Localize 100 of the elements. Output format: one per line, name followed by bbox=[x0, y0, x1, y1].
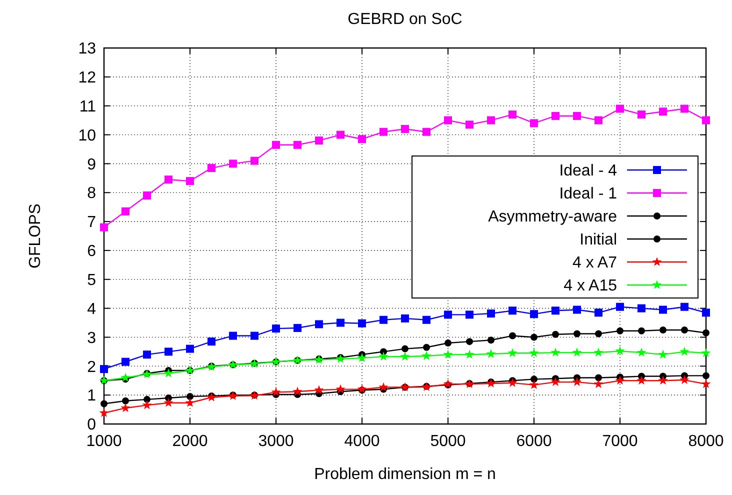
point bbox=[594, 348, 604, 357]
point bbox=[208, 338, 216, 346]
point bbox=[422, 351, 432, 360]
point bbox=[680, 302, 688, 311]
point bbox=[616, 104, 624, 113]
point bbox=[423, 344, 430, 351]
point bbox=[572, 348, 582, 357]
point bbox=[120, 372, 130, 382]
point bbox=[660, 326, 666, 334]
point bbox=[443, 350, 453, 359]
y-axis-title: GFLOPS bbox=[27, 204, 44, 268]
point bbox=[186, 344, 194, 353]
point bbox=[680, 104, 688, 113]
point bbox=[702, 329, 710, 336]
x-tick-label: 2000 bbox=[172, 433, 208, 450]
point bbox=[508, 110, 516, 119]
point bbox=[142, 400, 152, 410]
point bbox=[529, 380, 539, 389]
point bbox=[681, 326, 688, 334]
point bbox=[444, 116, 452, 124]
point bbox=[658, 350, 668, 359]
point bbox=[509, 332, 516, 340]
point bbox=[530, 310, 538, 318]
point bbox=[208, 164, 216, 172]
point bbox=[143, 350, 151, 359]
point bbox=[638, 110, 646, 119]
point bbox=[508, 306, 516, 315]
point bbox=[552, 330, 559, 338]
point bbox=[100, 365, 108, 374]
point bbox=[229, 332, 237, 340]
point bbox=[488, 336, 494, 344]
point bbox=[315, 136, 323, 145]
point bbox=[358, 319, 366, 328]
point bbox=[595, 374, 602, 382]
legend-label: 4 x A7 bbox=[572, 254, 618, 272]
point bbox=[314, 385, 324, 394]
point bbox=[573, 306, 581, 314]
y-tick-label: 7 bbox=[87, 214, 96, 232]
point bbox=[143, 192, 151, 200]
point bbox=[444, 340, 452, 347]
point bbox=[615, 346, 625, 356]
point bbox=[616, 327, 624, 334]
point bbox=[680, 346, 690, 356]
x-tick-label: 7000 bbox=[602, 433, 638, 450]
point bbox=[401, 314, 409, 322]
point bbox=[702, 308, 710, 317]
legend-label: Asymmetry-aware bbox=[488, 208, 618, 226]
point bbox=[594, 308, 602, 317]
x-axis-title: Problem dimension m = n bbox=[314, 466, 496, 483]
y-tick-label: 2 bbox=[87, 358, 96, 376]
point bbox=[294, 140, 302, 149]
point bbox=[508, 348, 518, 358]
point bbox=[552, 112, 560, 120]
y-tick-label: 0 bbox=[87, 416, 96, 434]
legend-label: 4 x A15 bbox=[564, 278, 618, 295]
point bbox=[466, 120, 474, 129]
point bbox=[357, 384, 367, 394]
point bbox=[486, 349, 496, 358]
point bbox=[636, 348, 646, 357]
point bbox=[487, 116, 495, 124]
point bbox=[100, 223, 108, 232]
point bbox=[701, 379, 711, 388]
point bbox=[464, 350, 474, 359]
legend-label: Ideal - 1 bbox=[559, 186, 618, 203]
point bbox=[164, 368, 174, 378]
point bbox=[229, 160, 237, 168]
point bbox=[594, 379, 604, 388]
point bbox=[422, 128, 430, 136]
point bbox=[294, 324, 302, 332]
y-tick-label: 8 bbox=[87, 185, 96, 202]
x-tick-label: 8000 bbox=[688, 433, 724, 450]
point bbox=[164, 176, 172, 184]
point bbox=[615, 376, 625, 385]
point bbox=[658, 376, 668, 385]
x-tick-label: 6000 bbox=[516, 433, 552, 450]
point bbox=[357, 353, 367, 362]
point bbox=[185, 398, 195, 407]
point bbox=[530, 119, 538, 128]
point bbox=[466, 310, 474, 319]
point bbox=[702, 116, 710, 124]
point bbox=[380, 128, 388, 136]
legend-label: Initial bbox=[580, 232, 617, 249]
x-tick-label: 1000 bbox=[86, 433, 122, 450]
y-tick-label: 10 bbox=[78, 127, 96, 144]
point bbox=[336, 384, 346, 394]
point bbox=[164, 348, 172, 356]
y-tick-label: 1 bbox=[87, 388, 96, 405]
point bbox=[336, 318, 344, 327]
point bbox=[186, 393, 194, 400]
point bbox=[400, 352, 410, 361]
point bbox=[508, 378, 518, 387]
point bbox=[99, 408, 109, 418]
point bbox=[659, 306, 667, 314]
x-tick-label: 5000 bbox=[430, 433, 466, 450]
y-tick-label: 5 bbox=[87, 272, 96, 289]
point bbox=[636, 376, 646, 385]
point bbox=[250, 332, 258, 340]
point bbox=[122, 358, 130, 366]
x-tick-label: 4000 bbox=[344, 433, 380, 450]
y-tick-label: 11 bbox=[79, 98, 96, 116]
